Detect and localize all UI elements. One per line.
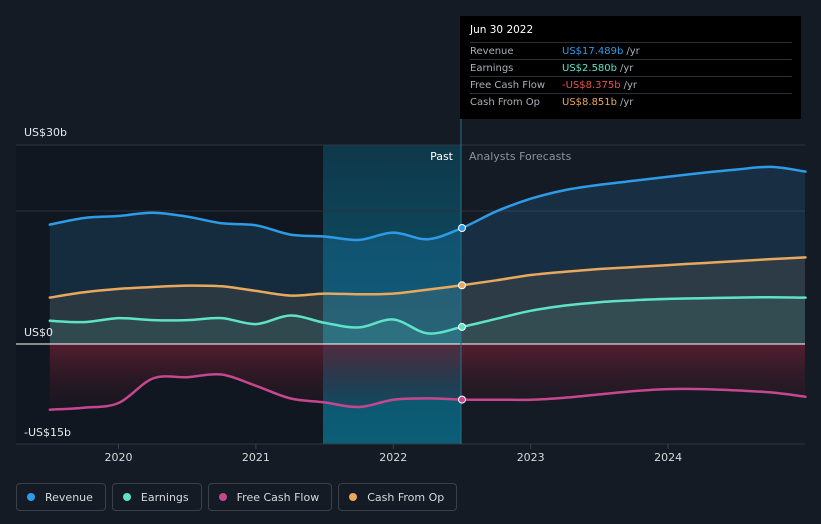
x-tick-label: 2022 <box>379 451 407 464</box>
revenue-area <box>49 166 805 344</box>
tooltip-unit: /yr <box>623 79 638 91</box>
revenue-line <box>48 165 807 242</box>
legend-free-cash-flow[interactable]: Free Cash Flow <box>207 483 333 511</box>
legend-label: Cash From Op <box>367 490 445 504</box>
legend-dot-icon <box>122 493 131 501</box>
tooltip-metric-value: US$2.580b <box>562 62 618 74</box>
tooltip-row-earnings: Earnings US$2.580b/yr <box>470 59 792 76</box>
data-tooltip: Jun 30 2022 Revenue US$17.489b/yr Earnings… <box>460 16 801 119</box>
earnings-line <box>48 295 807 335</box>
tooltip-row-free-cash-flow: Free Cash Flow -US$8.375b/yr <box>470 76 792 93</box>
tooltip-metric-value: US$17.489b <box>562 45 624 57</box>
legend-dot-icon <box>349 493 358 501</box>
tooltip-unit: /yr <box>620 62 634 74</box>
legend-cash-from-op[interactable]: Cash From Op <box>338 483 458 511</box>
legend-label: Revenue <box>45 490 93 504</box>
tooltip-metric-name: Revenue <box>470 45 514 57</box>
tooltip-row-revenue: Revenue US$17.489b/yr <box>470 42 792 59</box>
earnings-point[interactable] <box>458 322 466 331</box>
past-label: Past <box>430 150 454 163</box>
forecast-label: Analysts Forecasts <box>469 150 572 163</box>
free-cash-flow-line <box>48 372 807 411</box>
legend-dot-icon <box>27 493 35 501</box>
revenue-point[interactable] <box>458 224 466 232</box>
x-tick-label: 2020 <box>105 451 133 464</box>
free-cash-flow-area <box>49 344 805 410</box>
legend-revenue[interactable]: Revenue <box>16 483 106 511</box>
tooltip-metric-name: Free Cash Flow <box>470 79 546 91</box>
y-label-zero: US$0 <box>24 326 53 339</box>
tooltip-metric-name: Earnings <box>470 62 514 74</box>
tooltip-unit: /yr <box>626 45 640 57</box>
tooltip-metric-value: -US$8.375b <box>562 79 621 91</box>
y-label-top: US$30b <box>24 126 67 139</box>
earnings-area <box>49 297 805 344</box>
tooltip-unit: /yr <box>620 96 634 108</box>
tooltip-date: Jun 30 2022 <box>470 24 534 36</box>
y-label-bottom: -US$15b <box>24 426 71 439</box>
legend-label: Earnings <box>140 490 189 504</box>
chart-legend: Revenue Earnings Free Cash Flow Cash From O… <box>16 483 458 511</box>
tooltip-metric-name: Cash From Op <box>470 96 541 108</box>
x-tick-label: 2021 <box>242 451 270 464</box>
x-tick-label: 2024 <box>654 451 682 464</box>
legend-dot-icon <box>218 493 227 501</box>
tooltip-row-cash-from-op: Cash From Op US$8.851b/yr <box>470 93 792 110</box>
cash-from-op-point[interactable] <box>458 281 466 290</box>
cash-from-op-line <box>48 256 807 299</box>
tooltip-metric-value: US$8.851b <box>562 96 618 108</box>
legend-label: Free Cash Flow <box>236 490 320 504</box>
x-tick-label: 2023 <box>517 451 545 464</box>
legend-earnings[interactable]: Earnings <box>111 483 202 511</box>
free-cash-flow-point[interactable] <box>458 395 466 404</box>
